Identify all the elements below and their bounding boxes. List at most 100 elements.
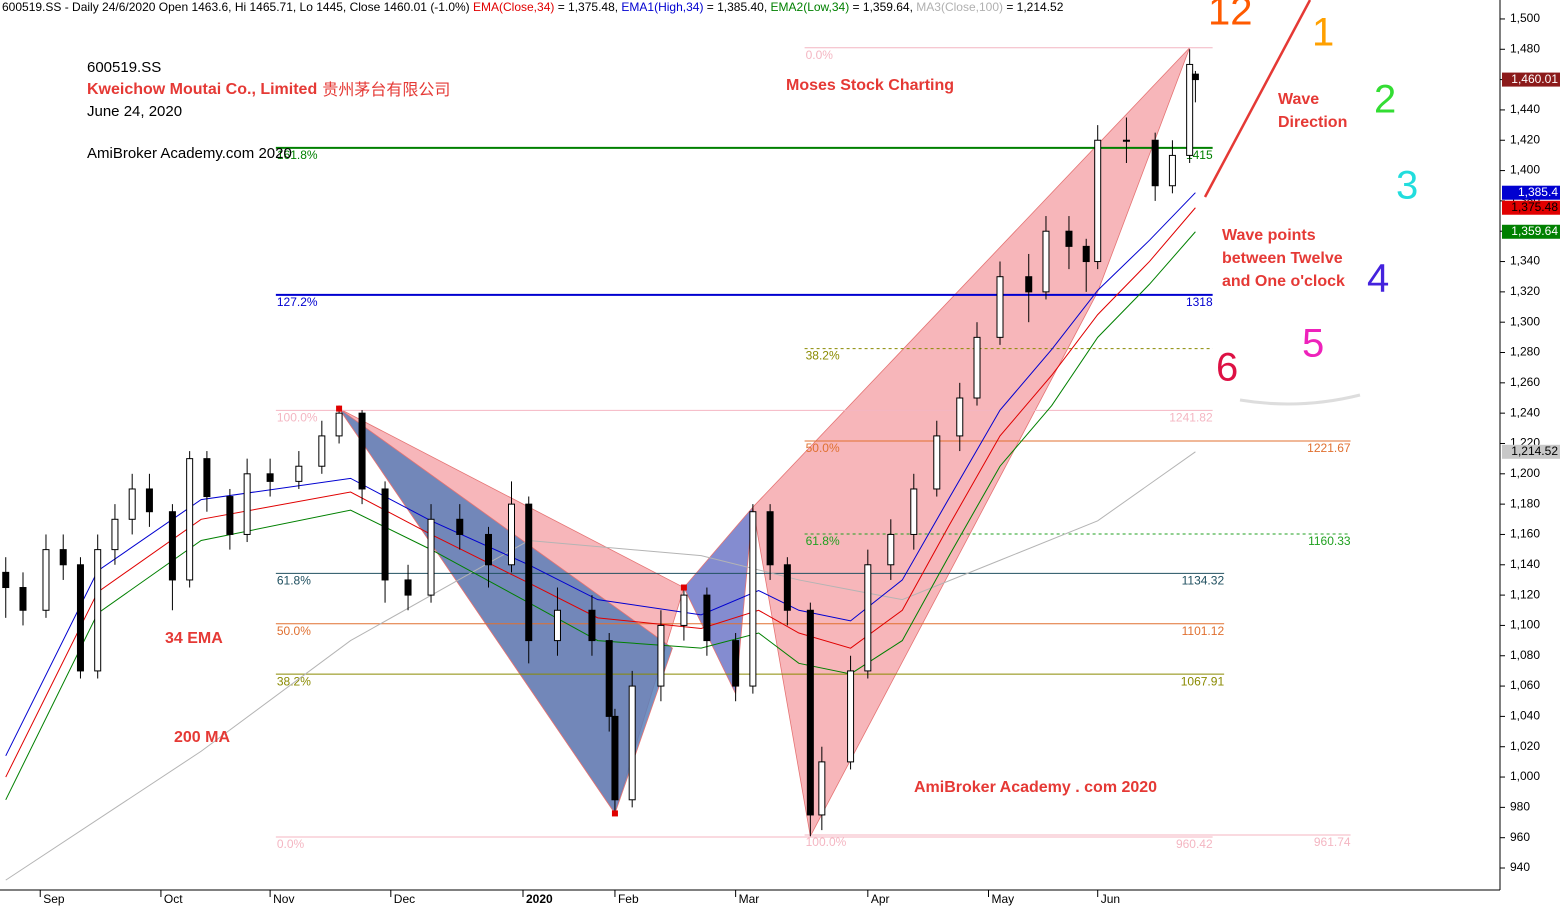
candle-body [76,564,84,672]
y-tick-label: 1,060 [1510,678,1540,692]
clock-shadow [1239,393,1361,406]
price-badge [1502,72,1560,87]
candle-body [186,458,194,581]
pivot [611,810,618,817]
y-tick-label: 1,480 [1510,41,1540,55]
candle-body [1186,63,1194,156]
x-tick-label: Sep [43,892,65,906]
company-cn: 贵州茅台有限公司 [317,80,450,99]
indicator-line [5,192,1196,757]
fib-value: 1134.32 [1182,574,1225,588]
price-badge [1502,444,1560,459]
candle-body [1082,245,1090,263]
y-tick-label: 1,040 [1510,709,1540,723]
candle-body [628,685,636,801]
candle-body [381,488,389,581]
price-badge [1502,200,1560,215]
candle-body [1094,139,1102,263]
indicator-line [5,207,1196,778]
candle-body [295,465,303,482]
x-tick-label: Apr [871,892,890,906]
fib-label: 50.0% [806,441,840,455]
candle-body [933,435,941,490]
candle-body [611,715,619,801]
candle-body [507,503,515,566]
candle-body [864,564,872,672]
x-tick-label: Dec [394,892,415,906]
y-tick-label: 1,120 [1510,587,1540,601]
clock-number: 5 [1302,322,1324,366]
candle-body [657,624,665,687]
fib-value: 1241.82 [1169,411,1213,425]
candle-body [485,533,493,566]
fib-value: 1221.67 [1307,441,1351,455]
y-tick-label: 1,400 [1510,163,1540,177]
candle-body [887,533,895,566]
clock-number: 2 [1374,78,1396,122]
fib-label: 61.8% [806,534,840,548]
candle-body [94,549,102,672]
candle-body [818,761,826,816]
y-tick-label: 1,340 [1510,254,1540,268]
candle-body [404,579,412,596]
candle-body [1122,139,1130,142]
y-tick-label: 1,140 [1510,557,1540,571]
candle-body [1025,276,1033,293]
clock-number: 4 [1367,257,1389,301]
fib-value: 1067.91 [1181,674,1225,688]
ema-label: 34 EMA [165,630,223,647]
x-tick-label: Nov [273,892,294,906]
price-badge-label: 1,214.52 [1511,444,1558,458]
wave-arrow [1203,0,1312,198]
candle-body [266,473,274,482]
candle-body [427,518,435,596]
fib-label: 100.0% [277,411,318,425]
x-tick-label: May [992,892,1015,906]
indicator-line [5,231,1196,801]
candle-body [226,496,234,535]
x-tick-label: Feb [618,892,639,906]
candle-body [680,594,688,626]
candle-body [783,564,791,611]
price-badge-label: 1,460.01 [1511,72,1558,86]
wave-direction: Direction [1278,114,1347,131]
candle-body [2,571,10,589]
candle-body [1065,230,1073,247]
date: June 24, 2020 [87,103,182,120]
candle-body [318,435,326,467]
candle-body [732,640,740,687]
fib-label: 100.0% [806,835,847,849]
y-tick-label: 1,260 [1510,375,1540,389]
fib-label: 38.2% [277,674,311,688]
fib-label: 161.8% [277,148,318,162]
fib-label: 38.2% [806,349,840,363]
candle-body [111,518,119,551]
candle-body [358,412,366,490]
candle-body [1191,73,1199,81]
clock-number: 1 [1312,11,1334,55]
y-tick-label: 1,440 [1510,102,1540,116]
candle-body [766,511,774,566]
y-tick-label: 1,180 [1510,496,1540,510]
fib-value: 1318 [1186,295,1213,309]
pattern [752,47,1191,838]
candle-body [749,511,757,687]
candle-body [42,549,50,611]
candle-body [19,587,27,611]
wave-points: Wave points [1222,227,1316,244]
candle-body [996,276,1004,338]
clock-number: 12 [1208,0,1253,34]
y-tick-label: 1,000 [1510,769,1540,783]
x-tick-label: Oct [164,892,183,906]
fib-label: 61.8% [277,574,311,588]
fib-label: 127.2% [277,295,318,309]
ma-label: 200 MA [174,729,230,746]
candle-body [59,549,67,566]
candle-body [1168,154,1176,187]
candle-body [145,488,153,513]
candle-body [973,336,981,399]
header-part: 600519.SS - Daily 24/6/2020 Open 1463.6,… [2,0,473,14]
candle-body [1042,230,1050,293]
fib-value: 960.42 [1176,837,1213,851]
